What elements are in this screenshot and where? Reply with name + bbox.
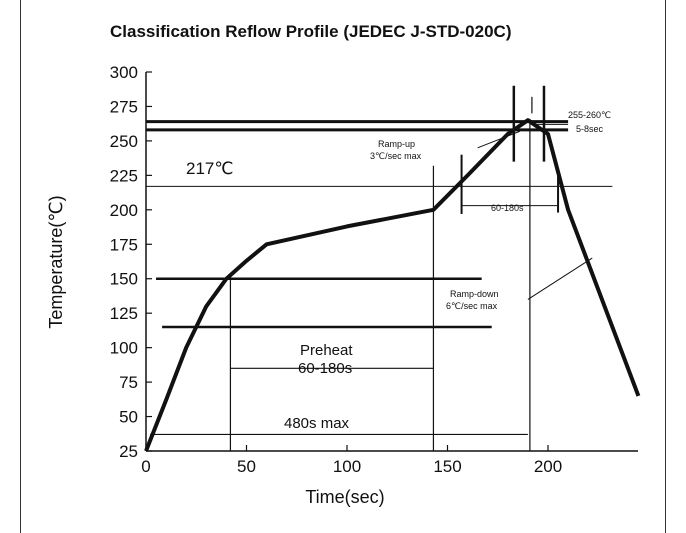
annotation-time-above: 60-180s (491, 203, 524, 213)
y-ticks: 25 50 75 100 125 150 175 200 225 250 275 300 (110, 63, 152, 461)
annotations: 217℃ 255-260℃ 5-8sec Ramp-up 3℃/sec max … (186, 110, 611, 432)
annotation-preheat-1: Preheat (300, 342, 353, 359)
annotation-total-time: 480s max (284, 415, 350, 432)
x-tick-label: 200 (534, 457, 562, 476)
reflow-profile-line (144, 118, 641, 452)
y-tick-label: 150 (110, 270, 138, 289)
annotation-217c: 217℃ (186, 159, 233, 178)
y-tick-label: 100 (110, 339, 138, 358)
annotation-ramp-down-2: 6℃/sec max (446, 301, 498, 311)
annotation-peak-time: 5-8sec (576, 124, 604, 134)
series-layer (144, 118, 641, 452)
x-tick-label: 100 (333, 457, 361, 476)
annotation-ramp-up-2: 3℃/sec max (370, 151, 422, 161)
y-tick-label: 300 (110, 63, 138, 82)
axes (145, 72, 638, 452)
annotation-peak-range: 255-260℃ (568, 110, 611, 120)
x-tick-label: 50 (237, 457, 256, 476)
ramp-up-leader-line (477, 130, 521, 149)
y-tick-label: 25 (119, 442, 138, 461)
x-axis-label: Time(sec) (305, 487, 384, 507)
guide-lines (146, 85, 613, 451)
annotation-ramp-up-1: Ramp-up (378, 139, 415, 149)
x-tick-label: 0 (141, 457, 150, 476)
ramp-down-leader-line (527, 257, 593, 300)
x-tick-label: 150 (433, 457, 461, 476)
y-tick-label: 200 (110, 201, 138, 220)
annotation-preheat-2: 60-180s (298, 360, 352, 377)
chart-title: Classification Reflow Profile (JEDEC J-S… (110, 22, 511, 41)
y-tick-label: 125 (110, 304, 138, 323)
y-tick-label: 225 (110, 166, 138, 185)
y-tick-label: 75 (119, 373, 138, 392)
y-axis-label: Temperature(℃) (46, 195, 66, 328)
y-tick-label: 175 (110, 235, 138, 254)
annotation-ramp-down-1: Ramp-down (450, 289, 499, 299)
chart-frame (20, 0, 666, 533)
y-tick-label: 275 (110, 97, 138, 116)
x-ticks: 0 50 100 150 200 (141, 445, 562, 476)
y-tick-label: 250 (110, 132, 138, 151)
y-tick-label: 50 (119, 408, 138, 427)
